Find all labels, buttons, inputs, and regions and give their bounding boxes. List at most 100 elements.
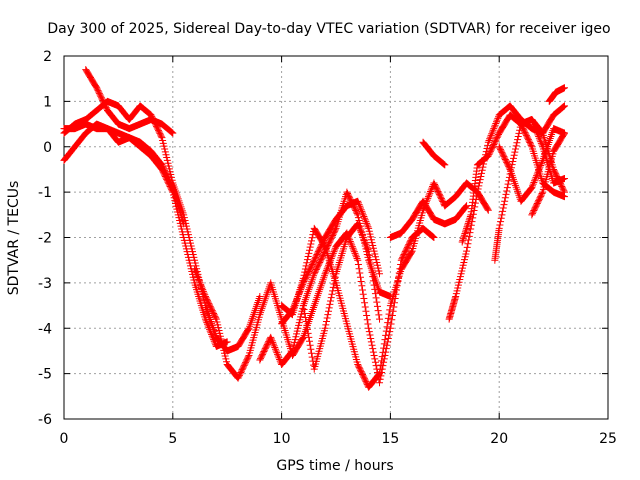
data-point <box>331 273 339 281</box>
data-point <box>256 292 264 300</box>
data-point <box>305 337 313 345</box>
data-point <box>497 147 505 155</box>
data-point <box>372 294 380 302</box>
data-point <box>502 157 510 165</box>
data-point <box>390 303 398 311</box>
data-point <box>291 338 299 346</box>
data-point <box>366 230 374 238</box>
data-point <box>364 320 372 328</box>
data-point <box>294 324 302 332</box>
data-point <box>209 308 217 316</box>
data-point <box>353 254 361 262</box>
data-point <box>158 134 166 142</box>
data-point <box>293 296 301 304</box>
data-point <box>355 223 363 231</box>
data-point <box>189 273 197 281</box>
data-point <box>535 197 543 205</box>
data-point <box>304 253 312 261</box>
data-point <box>359 234 367 241</box>
data-point <box>361 299 369 307</box>
data-point <box>161 145 169 153</box>
data-point <box>204 298 212 306</box>
data-point <box>363 316 371 324</box>
data-point <box>533 201 541 209</box>
data-point <box>314 261 322 269</box>
data-point <box>358 369 366 377</box>
data-point <box>361 214 369 222</box>
y-tick-label: -4 <box>38 321 52 337</box>
data-point <box>291 299 299 307</box>
data-point <box>354 362 362 370</box>
data-point <box>475 179 483 187</box>
data-point <box>367 264 375 272</box>
data-point <box>358 207 366 215</box>
data-point <box>308 260 316 268</box>
data-point <box>503 158 511 166</box>
x-tick-label: 20 <box>490 431 508 447</box>
data-point <box>531 177 539 185</box>
data-point <box>352 251 360 259</box>
data-point <box>487 131 495 139</box>
data-point <box>375 311 383 319</box>
data-point <box>438 196 446 204</box>
series-sat-r <box>528 129 568 219</box>
data-point <box>489 142 497 150</box>
data-point <box>359 209 367 217</box>
data-point <box>305 266 313 274</box>
data-point <box>183 248 191 256</box>
data-point <box>299 304 307 312</box>
data-point <box>196 279 204 287</box>
data-point <box>478 169 486 177</box>
data-point <box>238 366 246 374</box>
data-point <box>560 175 568 183</box>
data-point <box>400 251 408 259</box>
data-point <box>312 252 320 260</box>
data-point <box>509 157 517 165</box>
data-point <box>467 225 475 233</box>
data-point <box>431 182 439 190</box>
data-point <box>350 246 358 254</box>
data-point <box>359 286 367 294</box>
data-point <box>158 161 166 169</box>
data-point <box>261 345 269 353</box>
data-point <box>531 204 539 212</box>
data-point <box>523 133 531 141</box>
data-point <box>366 256 374 264</box>
data-point <box>360 373 368 381</box>
data-point <box>156 129 164 137</box>
data-point <box>457 270 465 278</box>
data-point <box>310 270 318 278</box>
data-point <box>365 227 373 235</box>
data-point <box>501 156 509 164</box>
data-point <box>331 227 339 235</box>
data-point <box>355 265 363 273</box>
data-point <box>527 141 535 149</box>
data-point <box>386 306 394 314</box>
data-point <box>376 315 384 323</box>
data-point <box>272 347 280 355</box>
data-point <box>368 341 376 349</box>
data-point <box>529 180 537 188</box>
data-point <box>299 302 307 310</box>
data-point <box>531 122 539 130</box>
data-point <box>325 307 333 315</box>
data-point <box>180 220 188 228</box>
data-point <box>155 127 163 135</box>
data-point <box>301 275 309 283</box>
data-point <box>301 313 309 321</box>
data-point <box>194 274 202 282</box>
data-point <box>356 365 364 373</box>
data-point <box>459 235 467 243</box>
data-point <box>489 126 497 134</box>
data-point <box>329 249 337 257</box>
data-point <box>186 262 194 270</box>
data-point <box>365 328 373 336</box>
data-point <box>203 320 211 328</box>
series-sat-j <box>386 197 471 241</box>
data-point <box>327 234 335 242</box>
data-point <box>491 138 499 146</box>
data-point <box>331 246 339 254</box>
data-point <box>302 273 310 281</box>
data-point <box>181 239 189 247</box>
